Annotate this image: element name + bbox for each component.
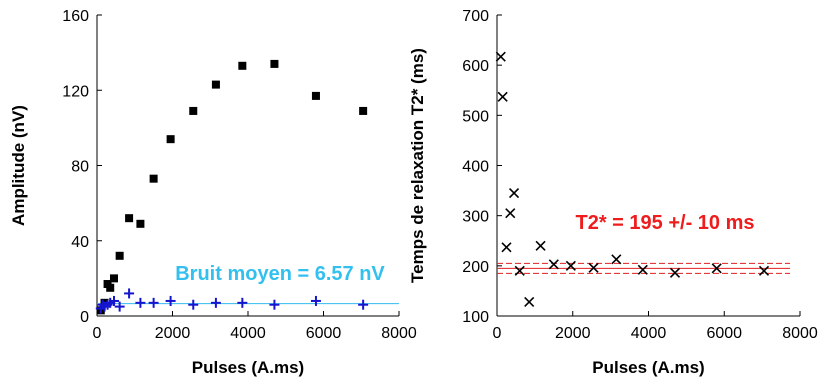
- data-point-plus: [165, 295, 176, 306]
- x-tick-label: 0: [93, 325, 102, 342]
- data-point-cross: [711, 263, 722, 274]
- y-tick-label: 300: [462, 209, 489, 226]
- data-point-cross: [495, 51, 506, 62]
- data-point-cross: [508, 188, 520, 199]
- y-axis-title: Amplitude (nV): [9, 105, 28, 226]
- x-tick-label: 8000: [381, 325, 417, 342]
- data-point-plus: [124, 288, 135, 299]
- data-point-cross: [565, 260, 576, 271]
- x-tick-label: 2000: [155, 325, 191, 342]
- series-1: [495, 51, 770, 308]
- data-point-cross: [497, 91, 508, 102]
- cross-b: [514, 265, 525, 276]
- chart-annotation: T2* = 195 +/- 10 ms: [575, 212, 754, 234]
- data-point-plus: [237, 297, 248, 308]
- cross-b: [611, 254, 622, 265]
- data-point-cross: [535, 240, 546, 251]
- chart-2: 0 2000 4000 6000 8000 100 200 300 400 500 600 700 Pu…: [408, 8, 818, 377]
- y-tick-label: 160: [62, 8, 89, 25]
- y-tick-label: 120: [62, 83, 89, 100]
- data-point-square: [106, 283, 115, 292]
- data-point-square: [125, 214, 134, 223]
- y-tick-label: 600: [462, 58, 489, 75]
- data-point-cross: [505, 208, 516, 219]
- cross-b: [501, 242, 512, 253]
- data-point-square: [238, 61, 247, 70]
- data-point-plus: [188, 299, 199, 310]
- x-tick-label: 4000: [631, 325, 667, 342]
- data-point-square: [149, 174, 158, 183]
- data-point-square: [115, 251, 124, 260]
- y-tick-label: 500: [462, 108, 489, 125]
- data-point-square: [136, 219, 145, 228]
- cross-b: [505, 208, 516, 219]
- data-point-cross: [611, 254, 622, 265]
- chart-1: 0 2000 4000 6000 8000 0 40 80 120 160 Pulses (A.ms…: [9, 8, 417, 377]
- data-point-cross: [501, 242, 512, 253]
- data-point-cross: [588, 262, 599, 273]
- y-tick-label: 700: [462, 8, 489, 25]
- cross-b: [535, 240, 546, 251]
- data-point-square: [189, 106, 198, 115]
- data-point-cross: [548, 259, 559, 270]
- data-point-square: [166, 135, 175, 144]
- data-point-square: [109, 274, 118, 283]
- cross-b: [497, 91, 508, 102]
- x-tick-label: 4000: [230, 325, 266, 342]
- y-axis-title: Temps de relaxation T2* (ms): [408, 48, 427, 283]
- cross-b: [524, 296, 535, 308]
- x-axis-title: Pulses (A.ms): [192, 358, 304, 377]
- data-point-cross: [669, 267, 681, 278]
- y-tick-label: 100: [462, 309, 489, 326]
- data-point-plus: [310, 295, 321, 306]
- data-point-plus: [269, 299, 280, 310]
- data-point-square: [270, 59, 279, 68]
- data-point-cross: [524, 296, 535, 308]
- cross-b: [637, 264, 648, 275]
- data-point-square: [359, 106, 368, 115]
- chart-annotation: Bruit moyen = 6.57 nV: [175, 263, 385, 285]
- y-tick-label: 80: [71, 159, 89, 176]
- cross-b: [588, 262, 599, 273]
- cross-b: [711, 263, 722, 274]
- y-tick-label: 200: [462, 259, 489, 276]
- data-point-plus: [358, 299, 369, 310]
- data-point-plus: [210, 297, 221, 308]
- cross-b: [758, 265, 770, 276]
- series-2: [95, 288, 369, 314]
- cross-b: [669, 267, 681, 278]
- cross-b: [508, 188, 520, 199]
- data-point-cross: [514, 265, 525, 276]
- data-point-cross: [637, 264, 648, 275]
- data-point-square: [311, 91, 320, 100]
- cross-b: [495, 51, 506, 62]
- y-tick-label: 40: [71, 234, 89, 251]
- data-point-plus: [108, 295, 119, 306]
- data-point-square: [211, 80, 220, 89]
- cross-b: [565, 260, 576, 271]
- x-tick-label: 8000: [782, 325, 818, 342]
- x-tick-label: 6000: [706, 325, 742, 342]
- x-tick-label: 2000: [555, 325, 591, 342]
- y-tick-label: 400: [462, 159, 489, 176]
- x-tick-label: 0: [493, 325, 502, 342]
- x-tick-label: 6000: [306, 325, 342, 342]
- x-axis-title: Pulses (A.ms): [592, 358, 704, 377]
- data-point-plus: [114, 301, 125, 312]
- data-point-plus: [148, 297, 159, 308]
- y-tick-label: 0: [80, 309, 89, 326]
- data-point-plus: [135, 297, 146, 308]
- data-point-cross: [758, 265, 770, 276]
- cross-b: [548, 259, 559, 270]
